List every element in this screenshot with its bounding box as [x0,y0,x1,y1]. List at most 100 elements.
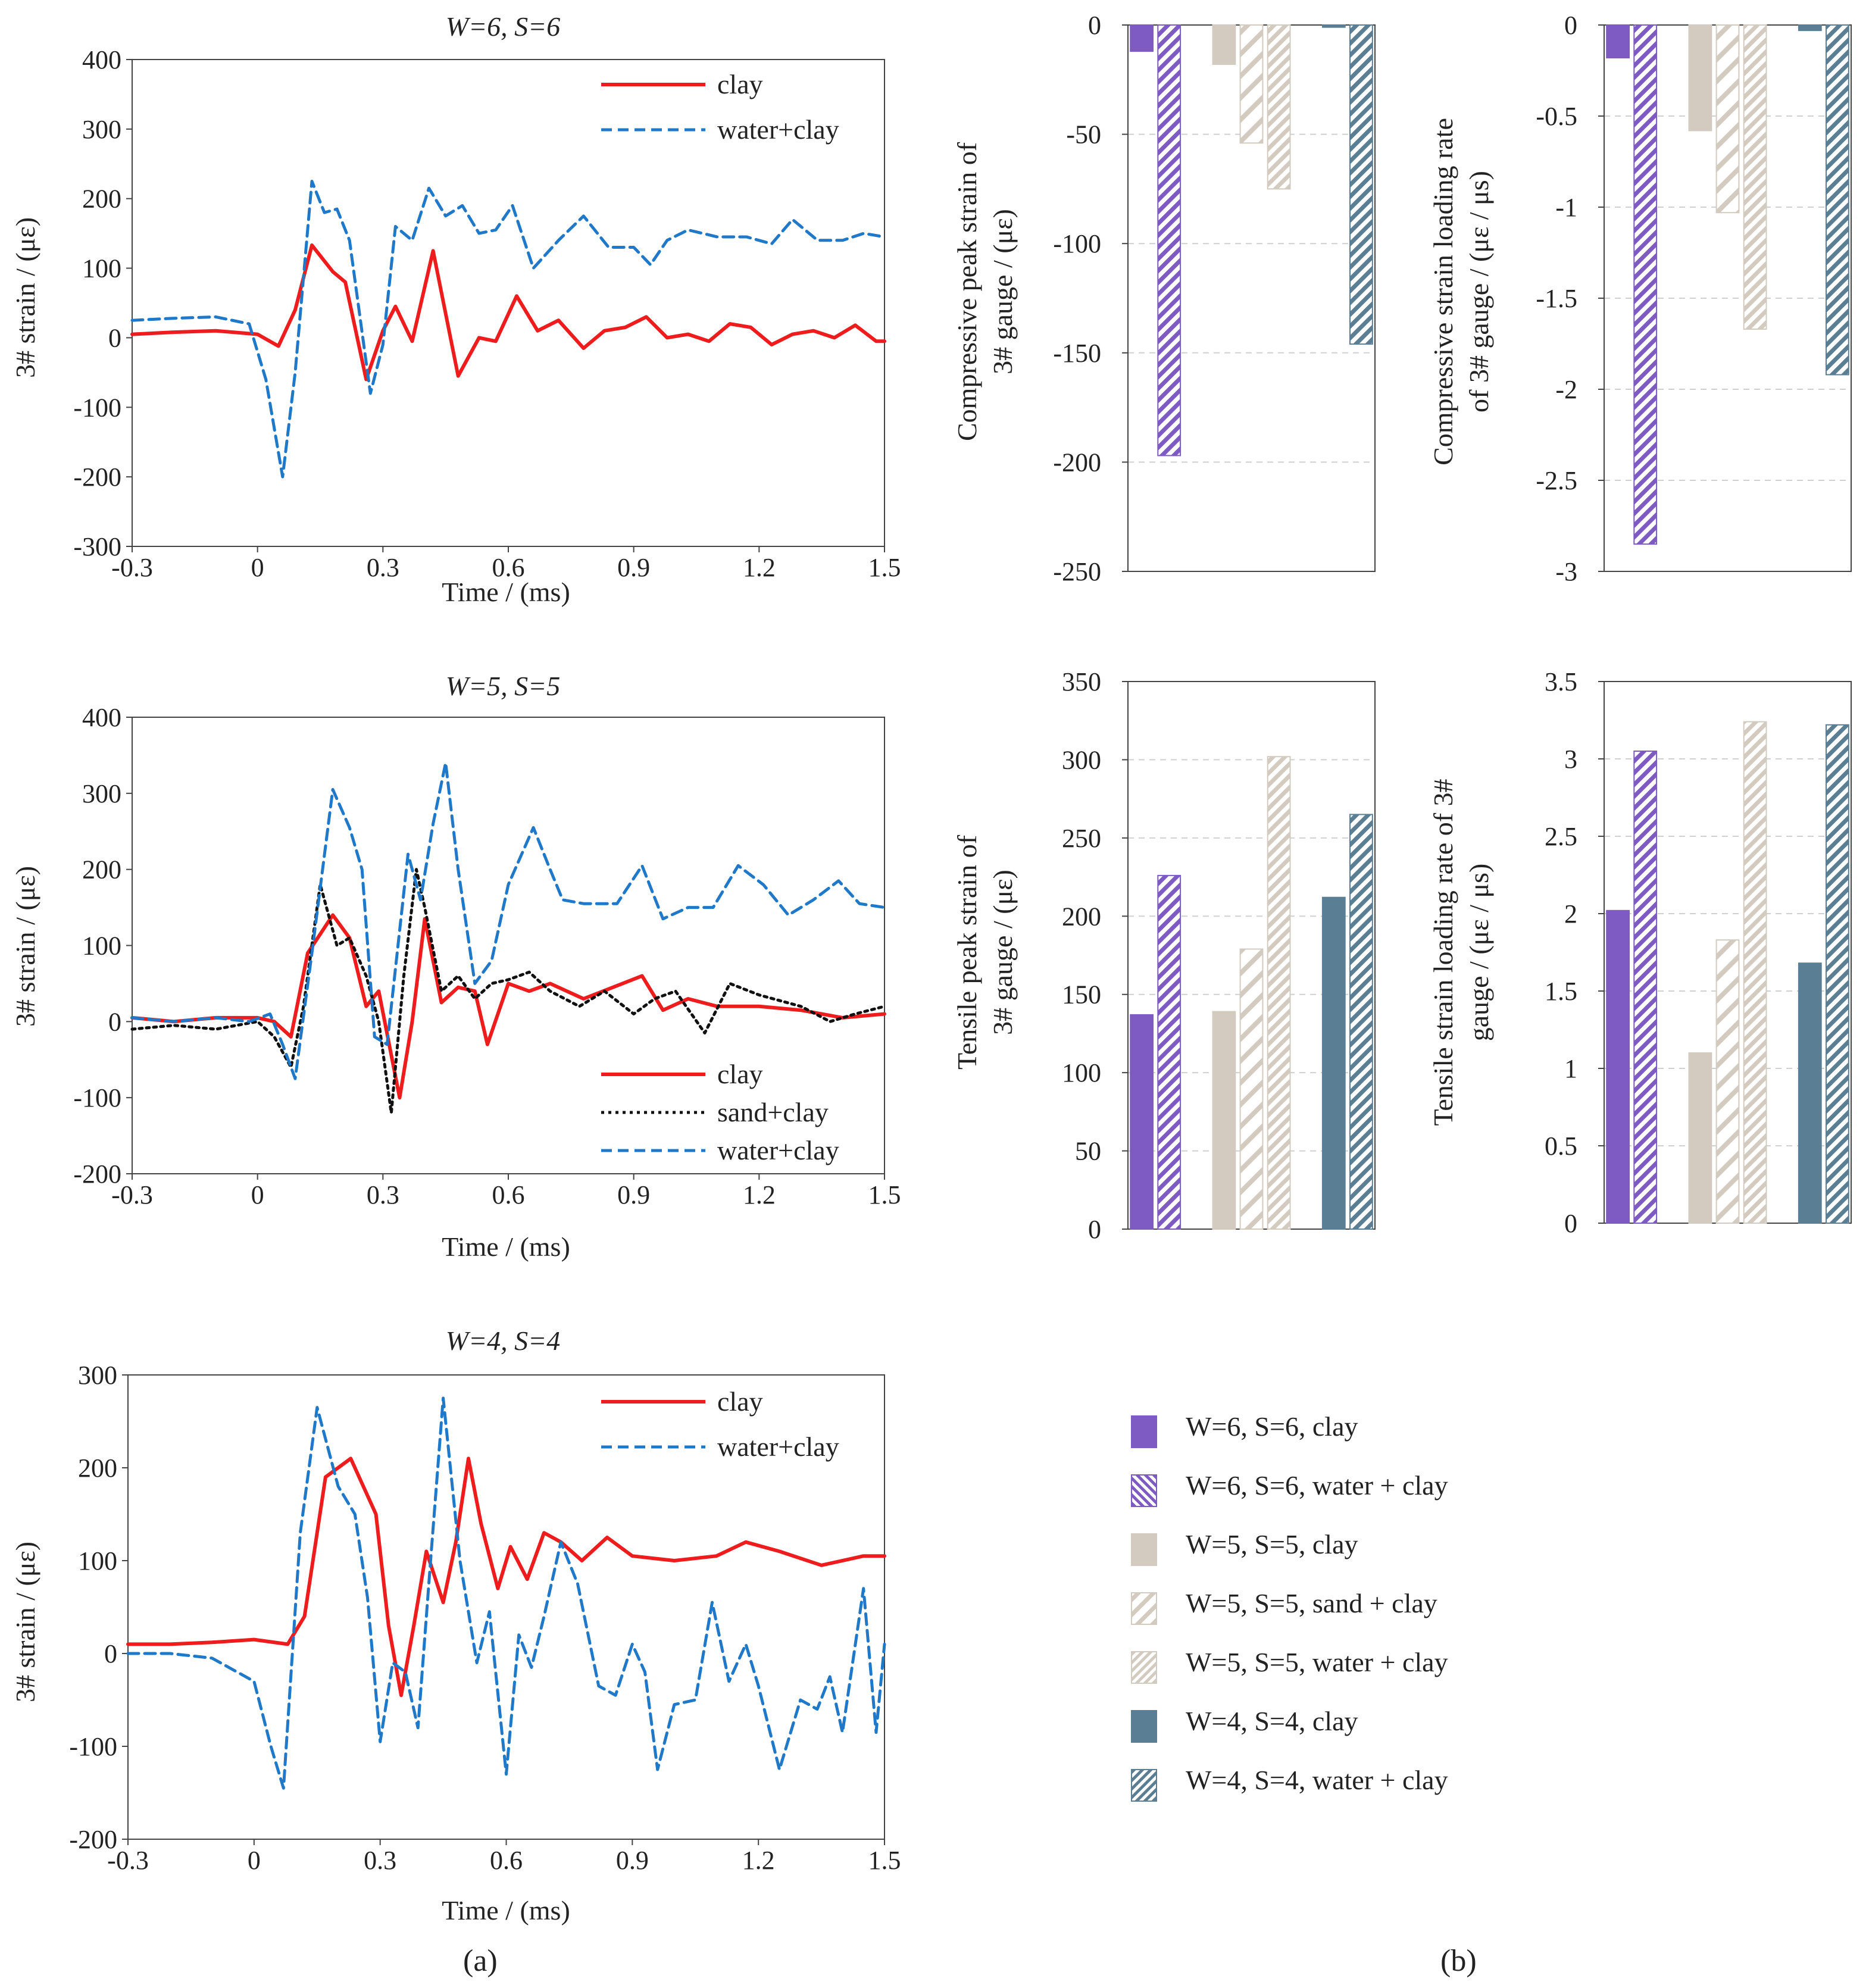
chart-title: W=5, S=5 [446,671,560,701]
bar-chart-tensile-rate: Tensile strain loading rate of 3# gauge … [1428,667,1852,1238]
y-tick-label: 150 [1062,980,1101,1009]
y-tick-label: 200 [1062,902,1101,931]
x-tick-label: 0.6 [492,1180,525,1209]
bar-3 [1212,1011,1236,1230]
bar-7 [1826,24,1849,376]
x-tick-label: 0.6 [490,1846,523,1875]
line-chart-w6: W=6, S=6 Time / (ms) 3# strain / (με) -3… [10,11,901,607]
legend-swatch [1131,1415,1157,1448]
y-tick-label: -3 [1555,557,1577,586]
bar-3 [1688,24,1712,132]
bar-2 [1633,751,1658,1224]
legend-swatch [1131,1769,1157,1802]
y-tick-label: 0 [104,1639,117,1668]
legend-label: W=4, S=4, clay [1186,1706,1358,1736]
y-tick-label: -200 [1053,448,1101,477]
y-tick-label: 2.5 [1545,822,1577,851]
y-tick-label: 3 [1564,745,1577,774]
legend-label: clay [717,69,763,99]
bar-4 [1239,24,1264,144]
y-tick-label: 1.5 [1545,977,1577,1006]
y-tick-label: 50 [1075,1137,1101,1166]
y-tick-label: -50 [1066,120,1101,149]
y-tick-label: -150 [1053,339,1101,368]
bar-chart-compressive-peak: Compressive peak strain of 3# gauge / (μ… [952,11,1376,586]
bar-6 [1321,24,1346,28]
y-tick-label: 0 [108,323,121,352]
x-tick-label: 0.9 [617,1180,650,1209]
bar-1 [1130,1014,1154,1230]
x-tick-label: 1.2 [743,1180,776,1209]
legend-item: W=5, S=5, clay [1131,1528,1786,1587]
legend-swatch [1131,1533,1157,1566]
bar-7 [1349,814,1373,1230]
y-axis-label-line1: Tensile strain loading rate of 3# [1428,779,1458,1126]
y-tick-label: -100 [73,393,121,422]
panel-label-b: (b) [1440,1944,1477,1978]
x-tick-label: 1.5 [868,1180,901,1209]
bar-4 [1715,939,1740,1224]
x-tick-label: 0.3 [367,553,399,582]
series-line-water-clay [130,761,886,1080]
x-tick-label: 0.9 [617,553,650,582]
y-axis-label-line2: gauge / (με / μs) [1464,864,1494,1042]
x-tick-label: 0.3 [364,1846,396,1875]
x-axis-label: Time / (ms) [442,1231,570,1262]
x-axis-label: Time / (ms) [442,1895,570,1926]
x-tick-label: 1.2 [742,1846,775,1875]
line-chart-w4: W=4, S=4 Time / (ms) 3# strain / (με) -2… [10,1326,901,1926]
y-tick-label: -1.5 [1536,284,1577,313]
x-tick-label: 1.2 [743,553,776,582]
y-tick-label: 2 [1564,899,1577,929]
series-line-clay [130,913,886,1100]
y-axis-label: 3# strain / (με) [10,866,40,1027]
y-axis-label-line1: Compressive strain loading rate [1428,118,1458,465]
y-tick-label: -300 [73,532,121,561]
y-tick-label: -100 [1053,229,1101,258]
y-tick-label: 0 [108,1007,121,1036]
y-tick-label: -2 [1555,375,1577,404]
legend-label: water+clay [717,1431,839,1462]
bar-chart-compressive-rate: Compressive strain loading rate of 3# ga… [1428,11,1852,586]
y-axis-label-line2: of 3# gauge / (με / μs) [1464,171,1494,412]
y-tick-label: 400 [82,45,121,74]
y-tick-label: 0.5 [1545,1131,1577,1161]
bar-2 [1157,24,1182,457]
y-axis-label-line1: Tensile peak strain of [952,834,982,1070]
legend-label: clay [717,1059,763,1089]
bar-1 [1130,24,1154,52]
bar-6 [1321,896,1346,1230]
y-tick-label: 400 [82,703,121,732]
chart-title: W=4, S=4 [446,1326,560,1356]
legend-label: W=4, S=4, water + clay [1186,1765,1448,1795]
bar-chart-tensile-peak: Tensile peak strain of 3# gauge / (με) 0… [952,667,1376,1244]
bar-5 [1743,24,1767,330]
y-tick-label: 300 [82,115,121,144]
legend-label: W=5, S=5, clay [1186,1529,1358,1559]
y-tick-label: -200 [69,1825,117,1854]
legend-swatch [1131,1651,1157,1684]
y-tick-label: -250 [1053,557,1101,586]
bar-3 [1212,24,1236,65]
y-tick-label: 300 [78,1361,117,1390]
y-axis-label-line2: 3# gauge / (με) [987,870,1018,1035]
series-line-water-clay [126,1396,886,1790]
legend-label: W=5, S=5, water + clay [1186,1647,1448,1677]
y-tick-label: 100 [1062,1058,1101,1087]
y-tick-label: -1 [1555,193,1577,222]
y-tick-label: 350 [1062,667,1101,696]
y-tick-label: 200 [78,1454,117,1483]
x-tick-label: 0 [251,1180,264,1209]
legend-label: W=5, S=5, sand + clay [1186,1588,1437,1618]
x-tick-label: 1.5 [868,553,901,582]
series-line-clay [130,243,886,382]
y-tick-label: 1 [1564,1054,1577,1083]
bar-3 [1688,1052,1712,1224]
bar-4 [1239,948,1264,1230]
y-tick-label: 200 [82,855,121,884]
y-tick-label: -0.5 [1536,102,1577,131]
bar-5 [1267,24,1291,190]
x-tick-label: 0.6 [492,553,525,582]
y-tick-label: 200 [82,185,121,214]
